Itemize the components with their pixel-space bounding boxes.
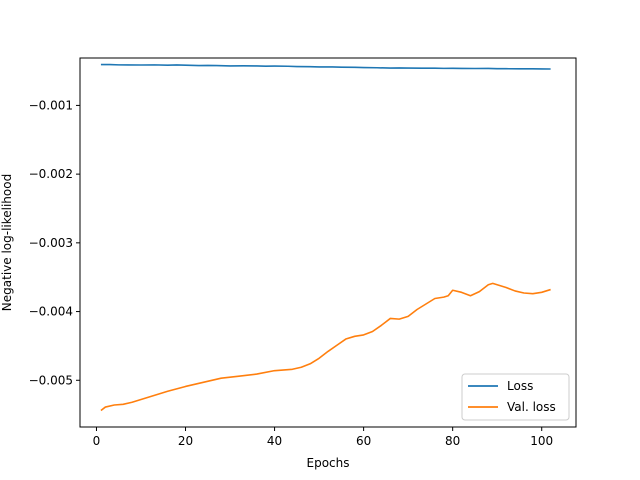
x-axis-label: Epochs xyxy=(307,456,350,470)
y-tick-label: −0.001 xyxy=(29,98,73,112)
y-tick-label: −0.003 xyxy=(29,236,73,250)
y-axis: −0.005 −0.004 −0.003 −0.002 −0.001 xyxy=(29,98,80,387)
plot-area xyxy=(100,63,551,412)
legend-label-val-loss: Val. loss xyxy=(507,400,556,414)
y-tick-label: −0.005 xyxy=(29,373,73,387)
x-tick-label: 80 xyxy=(445,434,460,448)
y-axis-label: Negative log-likelihood xyxy=(0,174,14,311)
x-axis: 0 20 40 60 80 100 xyxy=(93,427,553,448)
legend-label-loss: Loss xyxy=(507,379,533,393)
x-tick-label: 60 xyxy=(356,434,371,448)
series-line-val-loss xyxy=(100,282,551,412)
x-tick-label: 40 xyxy=(267,434,282,448)
x-tick-label: 0 xyxy=(93,434,101,448)
y-tick-label: −0.002 xyxy=(29,167,73,181)
legend: Loss Val. loss xyxy=(461,373,570,421)
series-line-loss xyxy=(100,63,551,70)
y-tick-label: −0.004 xyxy=(29,305,73,319)
x-tick-label: 20 xyxy=(178,434,193,448)
x-tick-label: 100 xyxy=(530,434,553,448)
